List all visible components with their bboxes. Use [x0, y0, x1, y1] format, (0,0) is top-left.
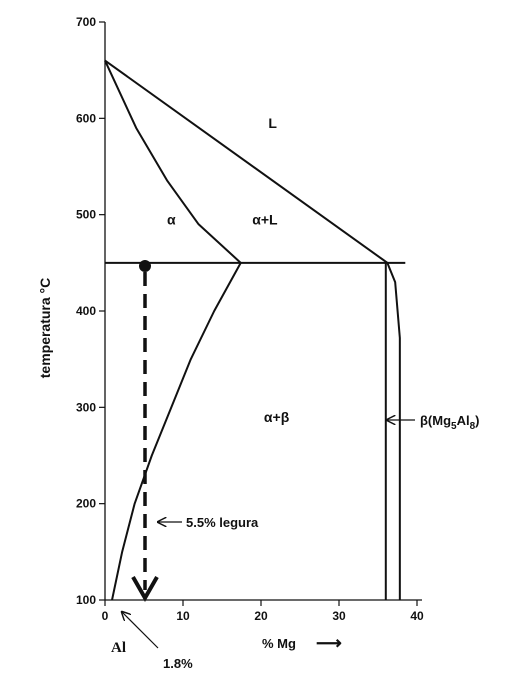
- alloy-start-point: [139, 260, 151, 272]
- beta-phase-label: β(Mg5Al8): [420, 413, 480, 432]
- aluminium-label: Al: [111, 640, 126, 656]
- tick-labels: 100 200 300 400 500 600 700 0 10 20 30 40: [76, 15, 424, 623]
- x-axis-label: % Mg: [262, 636, 296, 651]
- phase-labels: Lα α+L α+β: [167, 115, 290, 425]
- solubility-pointer: [122, 612, 159, 649]
- y-tick-label: 500: [76, 208, 96, 222]
- y-axis-label: temperatura °C: [37, 278, 53, 379]
- y-tick-label: 300: [76, 400, 96, 414]
- x-tick-label: 10: [176, 609, 190, 623]
- x-tick-label: 40: [410, 609, 424, 623]
- y-tick-label: 700: [76, 15, 96, 29]
- axes: [99, 21, 422, 606]
- liquidus-line: [104, 59, 388, 264]
- alpha-solvus-curve: [111, 262, 242, 601]
- phase-label: α: [167, 211, 176, 227]
- alpha-liquidus-curve: [104, 60, 242, 264]
- alloy-cooling-arrowhead: [131, 576, 159, 603]
- y-tick-label: 200: [76, 497, 96, 511]
- beta-right-boundary: [386, 262, 401, 600]
- y-tick-label: 600: [76, 111, 96, 125]
- y-tick-label: 400: [76, 304, 96, 318]
- x-axis-arrow: ⟶: [316, 633, 342, 653]
- alloy-label: 5.5% legura: [186, 515, 259, 530]
- x-tick-label: 30: [332, 609, 346, 623]
- y-tick-label: 100: [76, 593, 96, 607]
- phase-boundaries: [104, 59, 406, 601]
- x-tick-label: 0: [102, 609, 109, 623]
- solubility-label: 1.8%: [163, 656, 193, 671]
- phase-label: α+β: [264, 409, 290, 425]
- phase-label: L: [268, 115, 277, 131]
- x-tick-label: 20: [254, 609, 268, 623]
- phase-label: α+L: [252, 211, 278, 227]
